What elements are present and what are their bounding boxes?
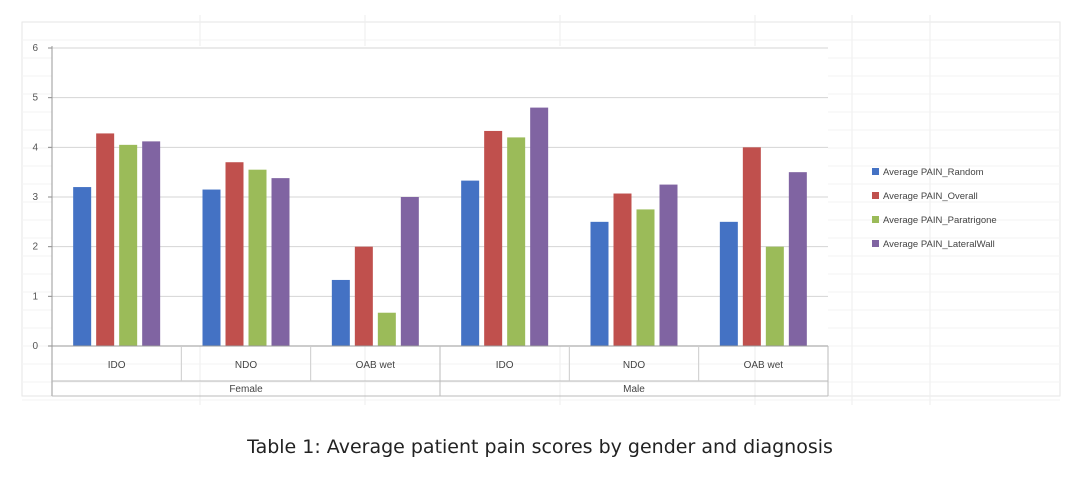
legend-label: Average PAIN_Random	[883, 167, 984, 178]
legend-label: Average PAIN_Overall	[883, 191, 978, 202]
y-tick-label: 3	[32, 192, 38, 203]
bar	[248, 169, 267, 346]
bar	[142, 141, 161, 346]
bar	[659, 184, 678, 346]
legend-swatch	[872, 192, 879, 199]
x-group-label: Male	[623, 384, 645, 395]
plot-area: 0 1 2 3 4 5 6 IDO NDO OAB wet IDO NDO OAB wet Female M…	[32, 43, 829, 397]
bar	[742, 147, 761, 346]
bar	[202, 189, 221, 346]
bar	[636, 209, 655, 346]
y-tick-label: 2	[32, 242, 38, 253]
bar	[461, 180, 480, 346]
y-tick-label: 1	[32, 291, 38, 302]
legend-label: Average PAIN_Paratrigone	[883, 215, 997, 226]
bar	[271, 178, 290, 346]
figure-caption: Table 1: Average patient pain scores by …	[247, 436, 833, 458]
bar	[354, 246, 373, 346]
bar	[96, 133, 115, 346]
x-category-label: OAB wet	[356, 360, 396, 371]
y-tick-label: 4	[32, 142, 38, 153]
bar	[530, 107, 549, 346]
legend-label: Average PAIN_LateralWall	[883, 239, 995, 250]
x-group-label: Female	[229, 384, 263, 395]
bar	[484, 130, 503, 346]
legend-swatch	[872, 216, 879, 223]
bar	[119, 144, 138, 346]
bar	[765, 246, 784, 346]
bar	[377, 312, 396, 346]
legend-swatch	[872, 240, 879, 247]
bar	[331, 279, 350, 346]
y-tick-label: 5	[32, 93, 38, 104]
bar	[590, 221, 609, 346]
bar	[400, 197, 419, 346]
bar	[73, 187, 92, 346]
bar	[507, 137, 526, 346]
y-tick-label: 0	[32, 341, 38, 352]
x-category-label: NDO	[235, 360, 257, 371]
plot-background	[52, 46, 828, 346]
bar	[225, 162, 244, 346]
bar	[613, 193, 632, 346]
x-category-label: NDO	[623, 360, 645, 371]
x-category-label: IDO	[108, 360, 126, 371]
y-tick-label: 6	[32, 43, 38, 54]
legend: Average PAIN_Random Average PAIN_Overall A…	[872, 167, 997, 250]
x-category-label: IDO	[496, 360, 514, 371]
bar	[788, 172, 807, 346]
bar	[719, 221, 738, 346]
x-category-label: OAB wet	[744, 360, 784, 371]
legend-swatch	[872, 168, 879, 175]
